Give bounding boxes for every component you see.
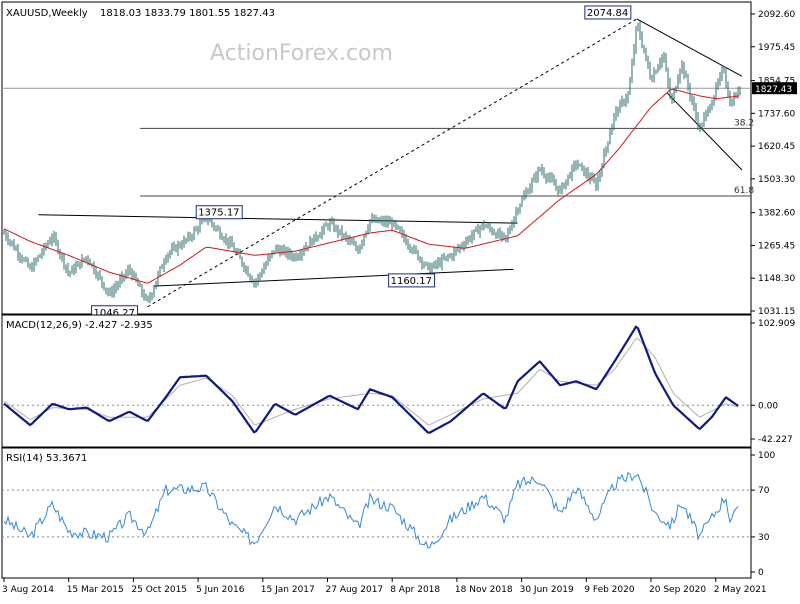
- watermark: ActionForex.com: [210, 41, 393, 66]
- time-tick-label: 3 Aug 2014: [2, 585, 54, 595]
- callout-box: [388, 273, 436, 288]
- horizontal-levels: [2, 87, 751, 197]
- macd-panel: MACD(12,26,9) -2.427 -2.935 102.909 0.00 -…: [1, 314, 795, 448]
- macd-tick-label: -42.227: [758, 435, 793, 445]
- trendlines: [38, 18, 743, 308]
- time-tick-label: 27 Aug 2017: [326, 585, 384, 595]
- callout-box: [195, 205, 243, 220]
- time-tick-label: 20 Sep 2020: [649, 585, 706, 595]
- time-tick-label: 18 Nov 2018: [455, 585, 513, 595]
- macd-title: MACD(12,26,9) -2.427 -2.935: [6, 320, 153, 331]
- price-tick-label: 1503.30: [758, 175, 795, 185]
- macd-line: [3, 325, 739, 434]
- callout-label: 1160.17: [391, 276, 432, 287]
- price-tick-label: 1148.30: [758, 274, 795, 284]
- fib-label: 38.2: [734, 118, 754, 128]
- symbol-title: XAUUSD,Weekly: [6, 8, 88, 19]
- price-tick-label: 1975.45: [758, 43, 795, 53]
- time-tick-label: 5 Jun 2016: [196, 585, 245, 595]
- fib-labels: 38.2 61.8: [734, 118, 754, 196]
- macd-signal-line: [3, 338, 739, 426]
- time-tick-label: 15 Jan 2017: [261, 585, 315, 595]
- rsi-panel: RSI(14) 53.3671 100 70 30 0: [1, 447, 775, 579]
- current-price-marker: 1827.43: [752, 82, 797, 95]
- moving-average: [3, 88, 740, 284]
- ohlc-readout: 1818.03 1833.79 1801.55 1827.43: [100, 8, 275, 19]
- rsi-line: [3, 471, 739, 549]
- macd-series: [3, 325, 739, 434]
- macd-tick-label: 0.00: [758, 401, 778, 411]
- price-tick-label: 1620.45: [758, 142, 795, 152]
- callout-label: 2074.84: [587, 8, 628, 19]
- price-panel-frame: [1, 1, 752, 315]
- price-tick-label: 1382.60: [758, 209, 795, 219]
- callout-box: [584, 5, 632, 20]
- moving-average-line: [3, 88, 740, 284]
- rsi-title: RSI(14) 53.3671: [6, 453, 87, 464]
- rsi-tick-label: 0: [758, 568, 764, 578]
- price-tick-label: 1854.75: [758, 77, 795, 87]
- price-axis: 2092.60 1975.45 1854.75 1737.60 1620.45 1503.…: [751, 10, 795, 317]
- time-tick-label: 2 May 2021: [714, 585, 767, 595]
- macd-panel-frame: [1, 314, 752, 448]
- rsi-series: [3, 471, 739, 549]
- rsi-axis: 100 70 30 0: [2, 451, 775, 578]
- current-price-box: [752, 82, 797, 95]
- price-tick-label: 1265.45: [758, 241, 795, 251]
- price-tick-label: 1031.15: [758, 307, 795, 317]
- callout-label: 1046.27: [94, 308, 135, 319]
- price-tick-label: 1737.60: [758, 109, 795, 119]
- time-tick-label: 25 Oct 2015: [131, 585, 187, 595]
- rsi-tick-label: 30: [758, 533, 770, 543]
- time-axis: 3 Aug 2014 15 Mar 2015 25 Oct 2015 5 Jun 20…: [2, 578, 767, 595]
- fib-label: 61.8: [734, 186, 754, 196]
- time-tick-label: 8 Apr 2018: [390, 585, 440, 595]
- trendline-range-top: [38, 214, 518, 224]
- rsi-tick-label: 100: [758, 451, 775, 461]
- trendline-range-bottom: [153, 268, 514, 287]
- current-price-label: 1827.43: [755, 85, 792, 95]
- time-tick-label: 9 Feb 2020: [584, 585, 635, 595]
- rsi-panel-frame: [1, 447, 752, 579]
- time-tick-label: 30 Jun 2019: [520, 585, 574, 595]
- price-tick-label: 2092.60: [758, 10, 795, 20]
- time-tick-label: 15 Mar 2015: [67, 585, 124, 595]
- callout-label: 1375.17: [198, 208, 239, 219]
- rsi-tick-label: 70: [758, 486, 770, 496]
- trendline-long-term-rising: [147, 18, 638, 308]
- price-panel: ActionForex.com XAUUSD,Weekly 1818.03 18…: [1, 1, 797, 320]
- macd-axis: 102.909 0.00 -42.227: [2, 319, 795, 445]
- macd-tick-label: 102.909: [758, 319, 795, 329]
- trendline-channel-bottom: [666, 92, 743, 171]
